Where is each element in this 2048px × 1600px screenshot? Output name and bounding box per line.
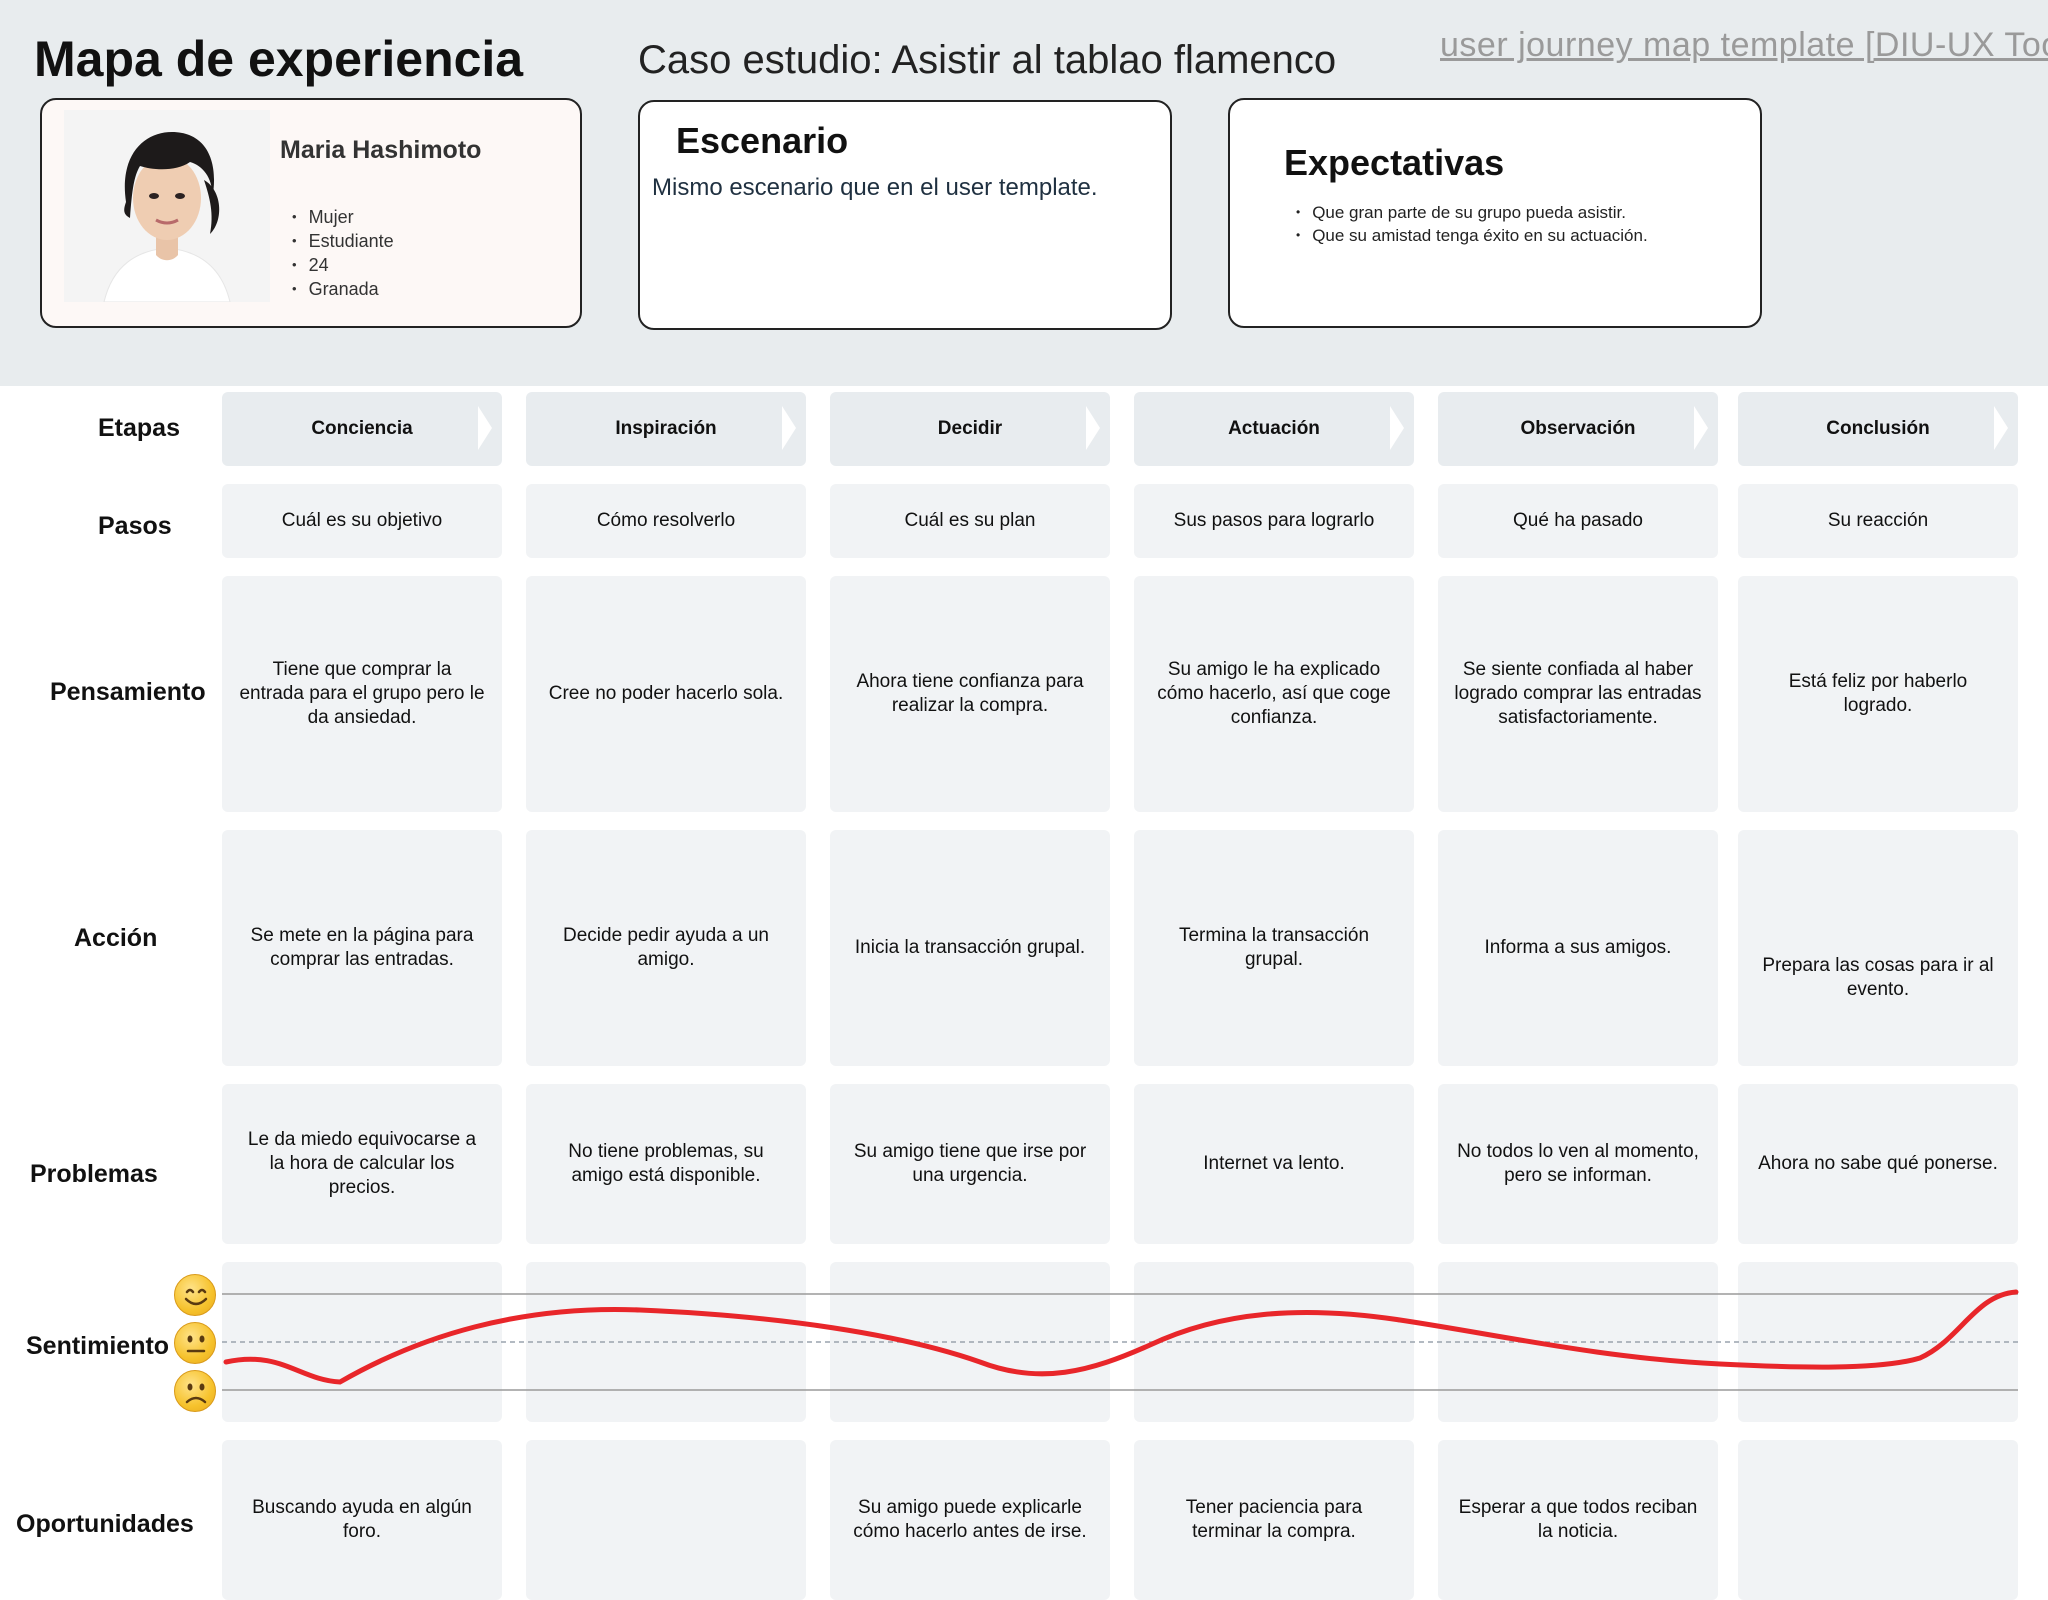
problem-cell: No todos lo ven al momento, pero se info… [1438,1084,1718,1244]
row-label-opportunities: Oportunidades [16,1510,194,1538]
chevron-right-icon [478,406,492,450]
step-cell: Cuál es su plan [830,484,1110,558]
expectations-title: Expectativas [1284,142,1505,183]
persona-photo [64,110,270,302]
happy-face-icon [174,1274,216,1316]
sentiment-cell [526,1262,806,1422]
chevron-right-icon [1694,406,1708,450]
sad-face-icon [174,1370,216,1412]
chevron-right-icon [1994,406,2008,450]
sentiment-cell [222,1262,502,1422]
thought-cell: Tiene que comprar la entrada para el gru… [222,576,502,812]
expectations-card: Expectativas Que gran parte de su grupo … [1228,98,1762,328]
row-label-sentiment: Sentimiento [26,1332,170,1360]
thought-cell: Se siente confiada al haber logrado comp… [1438,576,1718,812]
chevron-right-icon [1086,406,1100,450]
opportunity-cell [526,1440,806,1600]
stage-label: Actuación [1228,418,1320,439]
row-label-thought: Pensamiento [50,678,206,706]
stage-cell: Inspiración [526,392,806,466]
sentiment-cell [1438,1262,1718,1422]
stage-label: Conclusión [1826,418,1930,439]
opportunity-cell: Su amigo puede explicarle cómo hacerlo a… [830,1440,1110,1600]
opportunity-cell [1738,1440,2018,1600]
problem-cell: Su amigo tiene que irse por una urgencia… [830,1084,1110,1244]
step-cell: Su reacción [1738,484,2018,558]
problem-cell: No tiene problemas, su amigo está dispon… [526,1084,806,1244]
problem-cell: Ahora no sabe qué ponerse. [1738,1084,2018,1244]
chevron-right-icon [1390,406,1404,450]
stage-label: Observación [1520,418,1636,439]
row-label-stages: Etapas [98,414,180,442]
persona-attribute: Mujer [292,206,394,230]
opportunity-cell: Tener paciencia para terminar la compra. [1134,1440,1414,1600]
persona-attribute: Estudiante [292,230,394,254]
sentiment-cell [1738,1262,2018,1422]
stage-cell: Conciencia [222,392,502,466]
chevron-right-icon [782,406,796,450]
thought-cell: Está feliz por haberlo logrado. [1738,576,2018,812]
sentiment-cell [830,1262,1110,1422]
row-label-action: Acción [74,924,158,952]
stage-label: Inspiración [615,418,717,439]
stage-cell: Conclusión [1738,392,2018,466]
persona-attribute: Granada [292,278,394,302]
persona-attribute: 24 [292,254,394,278]
template-link[interactable]: user journey map template [DIU-UX Toolki… [1440,26,2048,64]
problem-cell: Internet va lento. [1134,1084,1414,1244]
stage-cell: Decidir [830,392,1110,466]
expectation-item: Que gran parte de su grupo pueda asistir… [1296,202,1648,225]
problem-cell: Le da miedo equivocarse a la hora de cal… [222,1084,502,1244]
scenario-title: Escenario [676,120,849,161]
expectations-list: Que gran parte de su grupo pueda asistir… [1296,202,1648,248]
step-cell: Cuál es su objetivo [222,484,502,558]
action-cell: Prepara las cosas para ir al evento. [1738,830,2018,1066]
scenario-card: Escenario Mismo escenario que en el user… [638,100,1172,330]
row-label-steps: Pasos [98,512,172,540]
neutral-face-icon [174,1322,216,1364]
opportunity-cell: Esperar a que todos reciban la noticia. [1438,1440,1718,1600]
action-cell: Decide pedir ayuda a un amigo. [526,830,806,1066]
action-cell: Informa a sus amigos. [1438,830,1718,1066]
persona-name: Maria Hashimoto [280,136,482,164]
stage-label: Conciencia [311,418,413,439]
row-label-problems: Problemas [30,1160,158,1188]
action-cell: Termina la transacción grupal. [1134,830,1414,1066]
expectation-item: Que su amistad tenga éxito en su actuaci… [1296,225,1647,248]
step-cell: Qué ha pasado [1438,484,1718,558]
thought-cell: Ahora tiene confianza para realizar la c… [830,576,1110,812]
page-title: Mapa de experiencia [34,31,524,87]
action-cell: Inicia la transacción grupal. [830,830,1110,1066]
sentiment-cell [1134,1262,1414,1422]
stage-label: Decidir [937,418,1003,439]
stage-cell: Actuación [1134,392,1414,466]
step-cell: Cómo resolverlo [526,484,806,558]
persona-card: Maria Hashimoto Mujer Estudiante 24 Gran… [40,98,582,328]
opportunity-cell: Buscando ayuda en algún foro. [222,1440,502,1600]
thought-cell: Cree no poder hacerlo sola. [526,576,806,812]
case-study-title: Caso estudio: Asistir al tablao flamenco [638,38,1337,82]
action-cell: Se mete en la página para comprar las en… [222,830,502,1066]
stage-cell: Observación [1438,392,1718,466]
persona-attributes: Mujer Estudiante 24 Granada [292,206,394,302]
step-cell: Sus pasos para lograrlo [1134,484,1414,558]
scenario-text: Mismo escenario que en el user template. [652,174,1098,201]
thought-cell: Su amigo le ha explicado cómo hacerlo, a… [1134,576,1414,812]
